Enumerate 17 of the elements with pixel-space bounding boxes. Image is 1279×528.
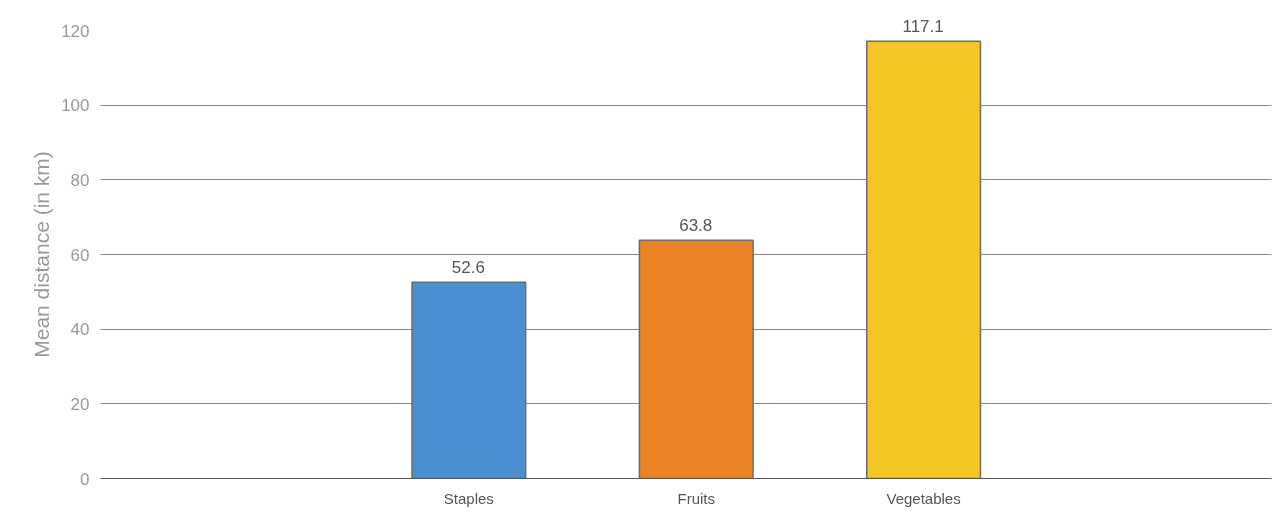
data-label: 117.1	[902, 16, 944, 37]
x-tick-label: Vegetables	[886, 489, 961, 507]
x-tick-label: Staples	[443, 489, 494, 507]
y-tick-label: 120	[61, 21, 90, 41]
data-label: 63.8	[679, 215, 713, 236]
y-tick-label: 20	[70, 394, 90, 414]
y-tick-label: 100	[61, 96, 90, 116]
bar	[866, 40, 982, 479]
x-tick-label: Fruits	[677, 489, 715, 507]
y-tick-label: 0	[80, 469, 90, 489]
y-tick-label: 80	[70, 170, 90, 190]
data-label: 52.6	[451, 257, 485, 278]
y-tick-label: 40	[70, 320, 90, 340]
bar	[638, 239, 754, 479]
bar	[411, 281, 527, 479]
y-axis-title: Mean distance (in km)	[30, 151, 54, 358]
y-tick-label: 60	[70, 245, 90, 265]
